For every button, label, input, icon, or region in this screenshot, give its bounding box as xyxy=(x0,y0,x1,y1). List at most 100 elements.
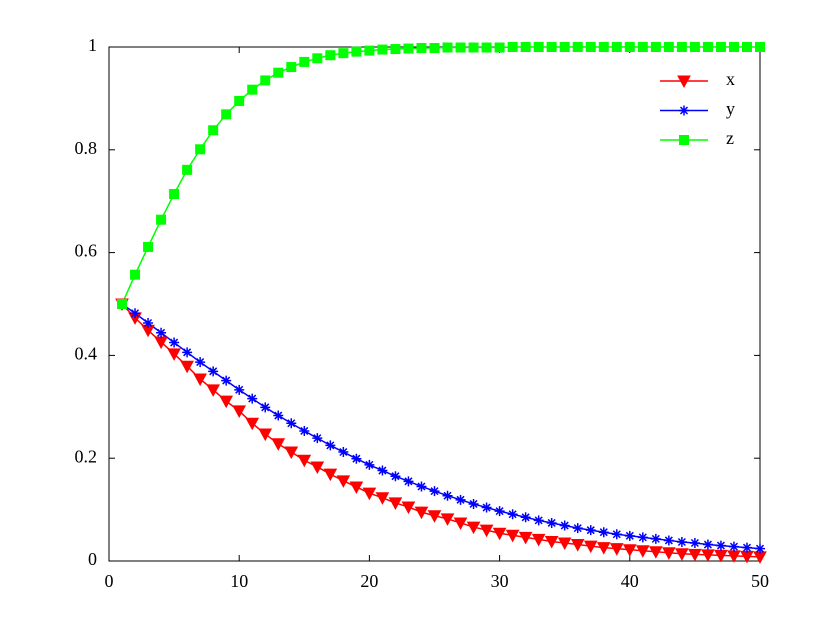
marker xyxy=(481,42,492,53)
marker xyxy=(364,45,375,56)
y-tick-label: 0.6 xyxy=(75,241,98,261)
marker xyxy=(755,42,765,52)
marker xyxy=(234,384,245,395)
plot-area xyxy=(108,46,761,562)
marker xyxy=(702,42,713,52)
marker xyxy=(130,269,141,280)
marker xyxy=(219,395,234,409)
x-tick-label: 50 xyxy=(751,571,769,591)
marker xyxy=(286,62,297,73)
marker xyxy=(637,532,648,543)
marker xyxy=(351,46,362,57)
marker xyxy=(271,438,286,451)
marker xyxy=(325,440,336,451)
marker xyxy=(273,67,284,78)
marker xyxy=(755,543,765,554)
marker xyxy=(609,543,624,556)
marker xyxy=(533,42,544,52)
marker xyxy=(221,109,232,120)
x-tick-label: 40 xyxy=(621,571,639,591)
x-tick-label: 10 xyxy=(230,571,248,591)
marker xyxy=(689,538,700,549)
marker xyxy=(167,348,181,361)
marker xyxy=(701,549,715,562)
marker xyxy=(544,535,559,549)
marker xyxy=(520,512,531,523)
marker xyxy=(676,42,687,52)
marker xyxy=(390,471,401,482)
marker xyxy=(414,506,429,520)
marker xyxy=(299,56,310,67)
x-tick-label: 20 xyxy=(360,571,378,591)
marker xyxy=(388,497,403,510)
marker xyxy=(715,42,726,52)
marker xyxy=(663,42,674,52)
marker xyxy=(572,42,583,52)
legend-marker xyxy=(677,75,691,89)
marker xyxy=(624,530,635,541)
marker xyxy=(518,531,533,545)
marker xyxy=(117,299,128,309)
y-tick-label: 0 xyxy=(88,549,97,569)
marker xyxy=(416,43,427,54)
marker xyxy=(635,545,650,558)
legend-marker xyxy=(679,135,689,145)
marker xyxy=(598,527,609,538)
marker xyxy=(559,520,570,531)
marker xyxy=(453,517,468,531)
marker xyxy=(182,347,193,358)
marker xyxy=(557,537,572,551)
marker xyxy=(520,42,531,52)
x-tick-label: 30 xyxy=(491,571,509,591)
marker xyxy=(468,498,479,509)
marker xyxy=(492,527,507,541)
marker xyxy=(208,366,219,377)
marker xyxy=(427,510,442,523)
marker xyxy=(507,509,518,520)
marker xyxy=(505,529,520,543)
y-tick-label: 0.2 xyxy=(75,446,98,466)
marker xyxy=(377,465,388,476)
marker xyxy=(728,42,739,52)
marker xyxy=(143,241,154,252)
marker xyxy=(351,453,362,464)
marker xyxy=(195,144,206,155)
marker xyxy=(650,533,661,544)
marker xyxy=(531,533,546,547)
marker xyxy=(468,42,479,53)
marker xyxy=(182,164,193,175)
marker xyxy=(403,476,414,487)
marker xyxy=(377,44,388,55)
marker xyxy=(312,433,323,444)
marker xyxy=(169,337,180,348)
marker xyxy=(232,405,247,418)
marker xyxy=(169,189,180,200)
marker xyxy=(299,425,310,436)
marker xyxy=(455,42,466,53)
marker xyxy=(572,523,583,534)
marker xyxy=(598,42,609,52)
marker xyxy=(466,521,481,535)
marker xyxy=(585,525,596,536)
marker xyxy=(297,454,312,468)
marker xyxy=(728,541,739,552)
marker xyxy=(650,42,661,52)
marker xyxy=(193,373,207,387)
marker xyxy=(273,410,284,421)
marker xyxy=(260,75,271,86)
marker xyxy=(403,43,414,54)
marker xyxy=(286,418,297,429)
marker xyxy=(494,42,505,53)
marker xyxy=(637,42,648,52)
marker xyxy=(688,548,702,562)
marker xyxy=(401,501,416,515)
marker xyxy=(208,125,219,136)
marker xyxy=(676,536,687,547)
marker xyxy=(663,535,674,546)
marker xyxy=(130,308,141,319)
marker xyxy=(648,546,663,559)
marker xyxy=(689,42,700,52)
marker xyxy=(429,486,440,497)
